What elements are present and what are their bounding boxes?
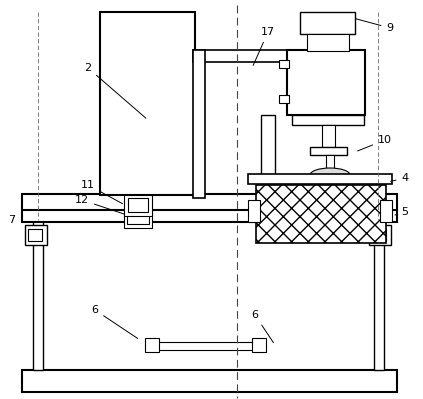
Bar [22,370,397,392]
Bar [252,338,266,352]
Bar [374,220,384,370]
Text: 6: 6 [91,305,138,338]
Bar [259,212,281,224]
Bar [326,155,334,169]
Bar [300,12,355,34]
Bar [131,115,145,210]
Bar [124,194,152,216]
Bar [248,174,392,184]
Bar [145,338,159,352]
Bar [287,50,365,115]
Ellipse shape [310,168,350,182]
Bar [127,212,149,224]
Bar [322,125,335,147]
Text: 9: 9 [356,19,393,33]
Bar [310,147,347,155]
Bar [25,225,47,245]
Bar [369,225,391,245]
Text: 2: 2 [85,63,146,118]
Bar [292,115,364,125]
Bar [124,208,152,228]
Bar [128,198,148,212]
Bar [148,342,258,350]
Text: 12: 12 [75,195,124,214]
Text: 17: 17 [253,27,275,65]
Text: 5: 5 [395,207,409,217]
Bar [261,115,275,210]
Bar [28,229,42,241]
Bar [279,60,289,68]
Text: 7: 7 [8,215,16,225]
Bar [22,208,397,222]
Text: 11: 11 [81,180,123,203]
Text: 6: 6 [252,310,273,343]
Bar [256,185,386,243]
Bar [193,50,293,62]
Bar [248,200,260,222]
Text: 4: 4 [391,173,409,183]
Bar [22,194,397,210]
Bar [279,95,289,103]
Bar [380,200,392,222]
Bar [193,50,205,198]
Bar [100,12,195,195]
Bar [372,229,386,241]
Bar [307,34,349,51]
Bar [256,208,284,228]
Bar [33,220,43,370]
Text: 10: 10 [357,135,392,151]
